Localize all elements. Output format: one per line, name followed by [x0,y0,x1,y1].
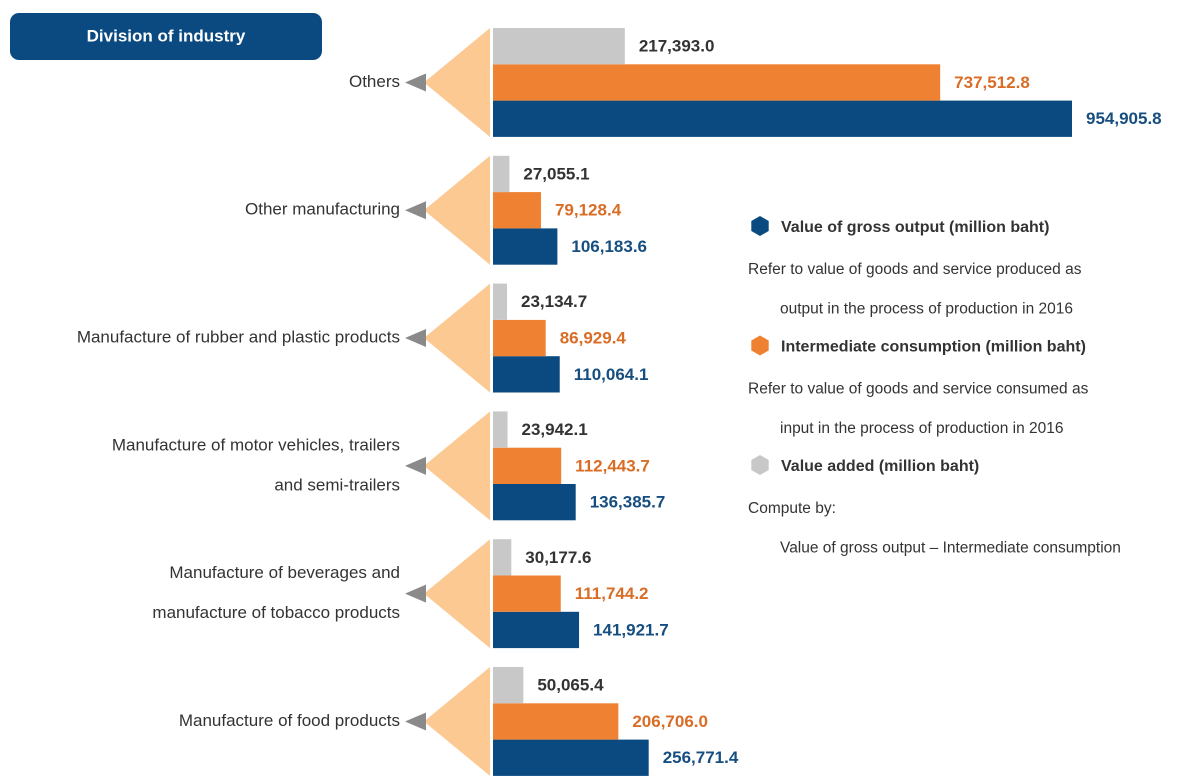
pointer [405,201,426,220]
category-label: Manufacture of food products [179,711,400,730]
legend-description: output in the process of production in 2… [780,301,1073,318]
value-label: 23,134.7 [521,292,587,311]
legend-description: input in the process of production in 20… [780,420,1064,437]
legend-swatch [751,455,769,475]
legend-description: Value of gross output – Intermediate con… [780,540,1121,557]
value-label: 106,183.6 [571,237,647,256]
value-label: 30,177.6 [525,548,591,567]
value-label: 50,065.4 [537,676,604,695]
bar [493,539,512,576]
fan [424,283,490,393]
category-label: Others [349,72,400,91]
bar [493,356,560,393]
value-label: 954,905.8 [1086,109,1162,128]
value-label: 110,064.1 [574,365,649,384]
legend-swatch [751,335,769,356]
legend-label: Intermediate consumption (million baht) [781,339,1086,356]
bar [493,228,558,265]
pointer [405,456,426,475]
bar [493,192,541,229]
value-label: 86,929.4 [560,329,627,348]
bar [493,575,561,612]
legend-description: Refer to value of goods and service prod… [748,261,1082,278]
value-label: 79,128.4 [555,201,622,220]
value-label: 136,385.7 [590,493,666,512]
bar [493,484,576,521]
value-label: 112,443.7 [575,456,650,475]
value-label: 27,055.1 [523,164,589,183]
value-label: 737,512.8 [954,73,1030,92]
category-label: Manufacture of beverages and [169,563,400,582]
bar [493,611,580,649]
legend-swatch [751,216,769,236]
value-label: 217,393.0 [639,37,715,56]
category-label: Other manufacturing [245,200,400,219]
value-label: 23,942.1 [522,420,588,439]
title-box [10,13,322,60]
bar [493,283,508,320]
bar [493,667,524,704]
category-label: Manufacture of rubber and plastic produc… [77,328,400,347]
value-label: 141,921.7 [593,620,669,639]
legend-label: Value of gross output (million baht) [781,219,1049,236]
fan [424,539,490,649]
fan [424,28,490,137]
pointer [405,712,426,731]
category-label: manufacture of tobacco products [152,603,400,622]
bar [493,64,941,101]
bar [493,28,625,65]
bar [493,319,546,357]
bar [493,100,1072,137]
value-label: 206,706.0 [632,712,708,731]
bar [493,155,510,193]
value-label: 111,744.2 [575,584,649,603]
fan [424,411,490,521]
legend-description: Compute by: [748,500,836,517]
fan [424,155,490,265]
chart-title: Division of industry [87,26,246,45]
legend-description: Refer to value of goods and service cons… [748,381,1089,398]
category-label: and semi-trailers [274,475,400,494]
pointer [405,329,426,348]
value-label: 256,771.4 [663,748,739,767]
pointer [405,584,426,603]
legend-label: Value added (million baht) [781,458,979,475]
pointer [405,73,426,92]
fan [424,667,490,776]
bar [493,411,508,448]
bar [493,447,562,484]
bar [493,739,649,776]
category-label: Manufacture of motor vehicles, trailers [112,435,400,454]
bar [493,703,619,740]
